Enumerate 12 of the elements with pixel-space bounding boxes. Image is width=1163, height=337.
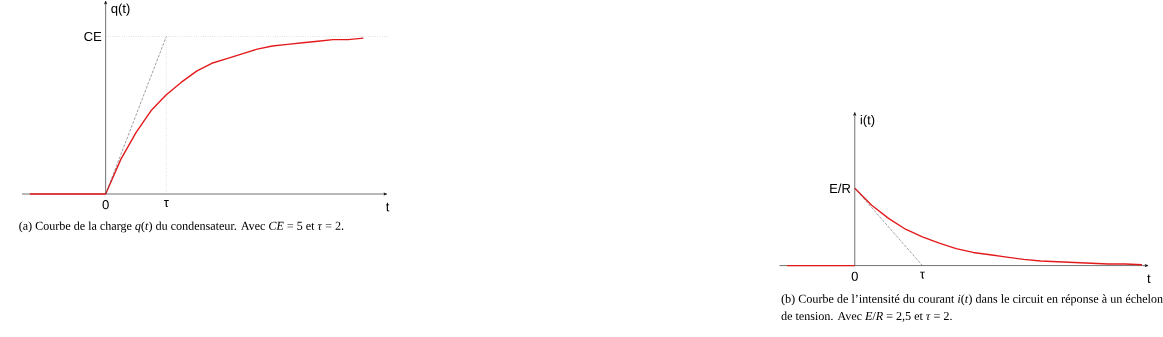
y-axis-title: q(t) xyxy=(111,3,130,16)
x-axis-title: t xyxy=(386,202,390,212)
x-tick-label: 0 xyxy=(102,200,109,210)
annotation: CE xyxy=(84,31,102,42)
x-axis-title: t xyxy=(1147,274,1151,283)
text: (a) Courbe de la charge q(t) du condensateur. Avec CE = 5 et τ = 2. xyxy=(19,221,344,233)
annotation: E/R xyxy=(830,183,851,194)
y-axis-title: i(t) xyxy=(860,114,875,128)
text: (b) Courbe de l’intensité du courant i(t) dans le circuit en réponse à un échelon de tension. Avec E/R = 2,5 et τ = 2. xyxy=(781,294,1163,322)
x-tick-label: 0 xyxy=(851,271,858,281)
x-tick-label: τ xyxy=(919,271,925,279)
x-tick-label: τ xyxy=(163,200,169,208)
